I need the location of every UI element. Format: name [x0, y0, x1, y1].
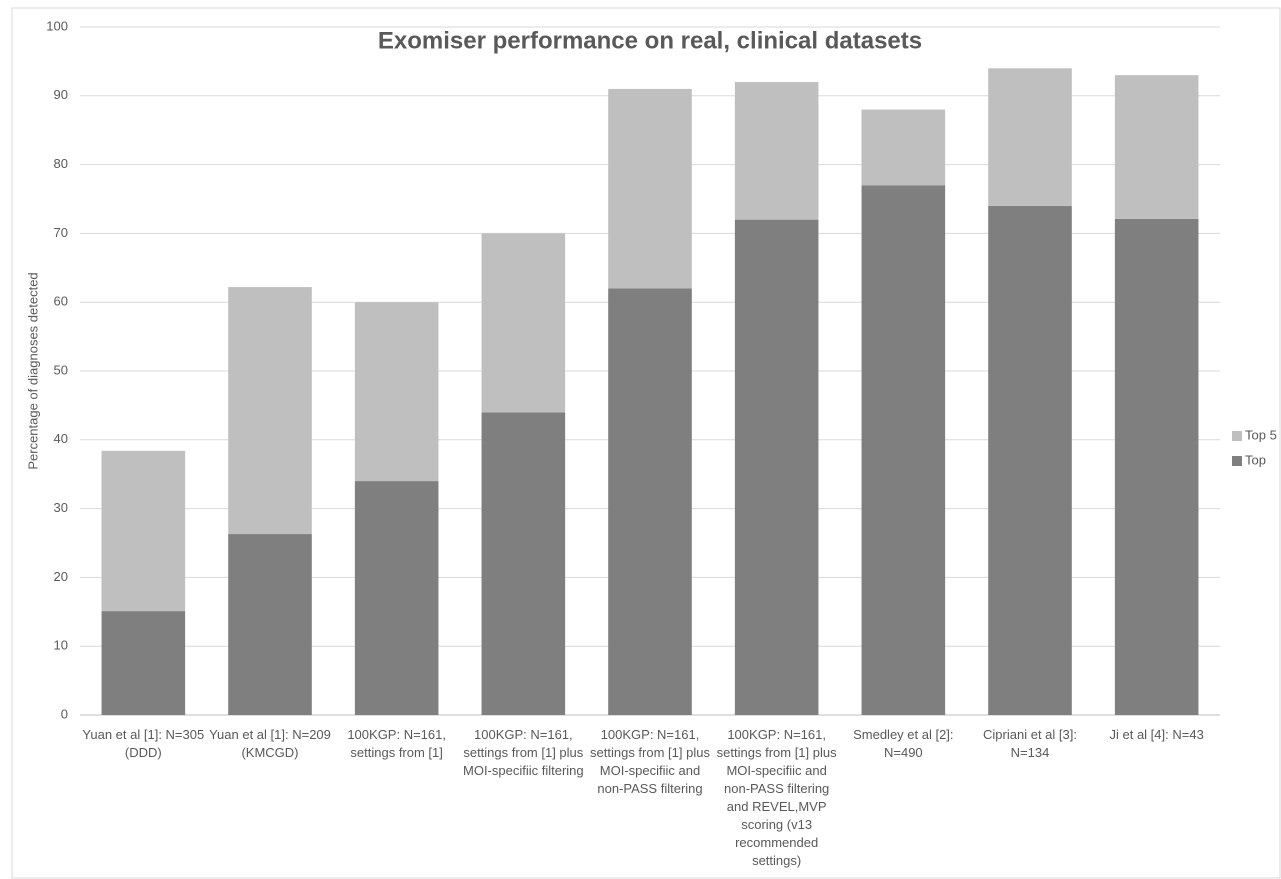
x-tick-label: Yuan et al [1]: N=209 (KMCGD): [209, 727, 331, 760]
y-tick-label: 90: [54, 87, 68, 102]
legend-swatch: [1232, 431, 1242, 441]
y-tick-label: 100: [46, 18, 68, 33]
y-axis-label: Percentage of diagnoses detected: [25, 272, 40, 469]
x-tick-label: Ji et al [4]: N=43: [1109, 727, 1204, 742]
chart-border: [11, 7, 1281, 879]
bar-segment: [734, 219, 819, 715]
y-tick-label: 20: [54, 569, 68, 584]
bar-segment: [1114, 218, 1199, 715]
bar-segment: [988, 205, 1072, 715]
bar-segment: [481, 233, 566, 413]
bar-segment: [354, 302, 439, 482]
y-tick-label: 70: [54, 225, 68, 240]
bar-segment: [608, 288, 692, 715]
bar-segment: [608, 88, 692, 289]
y-tick-label: 80: [54, 156, 68, 171]
y-tick-label: 50: [54, 362, 68, 377]
bar-segment: [228, 287, 312, 535]
bar-segment: [101, 450, 186, 612]
y-tick-label: 0: [61, 706, 68, 721]
x-tick-label: 100KGP: N=161, settings from [1] plus MO…: [590, 727, 710, 796]
y-tick-label: 60: [54, 294, 68, 309]
bar-segment: [734, 82, 819, 220]
bar-segment: [861, 185, 946, 716]
bar-segment: [481, 412, 566, 715]
bar-segment: [101, 611, 186, 715]
x-tick-label: 100KGP: N=161, settings from [1] plus MO…: [716, 727, 837, 868]
bar-segment: [861, 109, 946, 186]
x-tick-label: 100KGP: N=161, settings from [1]: [347, 727, 446, 760]
legend-label: Top 5: [1245, 427, 1277, 442]
legend-label: Top: [1245, 452, 1266, 467]
x-tick-label: 100KGP: N=161, settings from [1] plus MO…: [463, 727, 584, 778]
y-tick-label: 10: [54, 638, 68, 653]
x-tick-label: Yuan et al [1]: N=305 (DDD): [82, 727, 205, 760]
bar-segment: [354, 481, 439, 715]
y-tick-label: 40: [54, 431, 68, 446]
legend-swatch: [1232, 456, 1242, 466]
x-tick-label: Cipriani et al [3]: N=134: [983, 727, 1077, 760]
y-tick-label: 30: [54, 500, 68, 515]
bar-segment: [1114, 75, 1199, 219]
x-tick-label: Smedley et al [2]: N=490: [853, 727, 954, 760]
chart-title: Exomiser performance on real, clinical d…: [378, 27, 922, 54]
bar-segment: [228, 534, 312, 715]
bar-segment: [988, 68, 1072, 206]
